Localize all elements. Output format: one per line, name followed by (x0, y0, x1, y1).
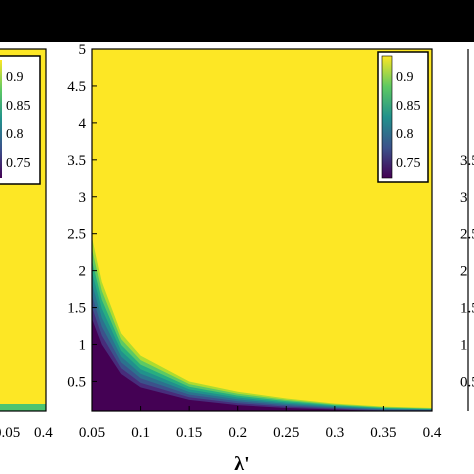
right-y-tick-label: 3.5 (460, 153, 474, 169)
left-cb-tick-0: 0.9 (6, 70, 24, 85)
left-panel-bottom-band (0, 404, 46, 411)
left-x-tick-0: 0.05 (0, 425, 20, 441)
right-y-tick-label: 3 (460, 190, 468, 206)
right-y-tick-label: 1 (460, 338, 468, 354)
heatmap-band (92, 318, 432, 411)
x-tick-label: 0.4 (423, 425, 442, 441)
y-tick-label: 2 (79, 264, 87, 280)
right-y-tick-label: 2 (460, 264, 468, 280)
center-title: CNN (228, 16, 287, 47)
y-tick-label: 4.5 (67, 79, 86, 95)
x-tick-label: 0.15 (176, 425, 202, 441)
y-tick-label: 1 (79, 338, 87, 354)
left-cb-tick-3: 0.75 (6, 156, 31, 171)
center-cb-tick-1: 0.85 (396, 99, 421, 114)
x-tick-label: 0.2 (228, 425, 247, 441)
left-cb-tick-1: 0.85 (6, 99, 31, 114)
right-y-tick-label: 1.5 (460, 301, 474, 317)
x-axis-label: λ' (234, 453, 249, 474)
center-cb-tick-2: 0.8 (396, 127, 414, 142)
left-colorbar: 0.9 0.85 0.8 0.75 (0, 55, 41, 185)
y-tick-label: 0.5 (67, 374, 86, 390)
left-colorbar-box (0, 55, 41, 185)
y-tick-label: 1.5 (67, 301, 86, 317)
x-tick-label: 0.3 (325, 425, 344, 441)
heatmap-field (92, 49, 432, 411)
y-tick-label: 5 (79, 42, 87, 58)
y-tick-label: 3.5 (67, 153, 86, 169)
center-cb-tick-0: 0.9 (396, 70, 414, 85)
right-y-tick-label: 2.5 (460, 227, 474, 243)
center-cb-tick-3: 0.75 (396, 156, 421, 171)
right-panel: 0.5 1 1.5 2 2.5 3 3.5 (460, 49, 474, 411)
x-tick-label: 0.05 (79, 425, 105, 441)
y-tick-label: 2.5 (67, 227, 86, 243)
y-tick-label: 3 (79, 190, 87, 206)
center-panel: CNN 0.05 0.1 0.15 0.2 0.25 0.3 0.35 0.4 0.5 1 1.5… (67, 16, 442, 474)
x-tick-label: 0.1 (131, 425, 150, 441)
left-panel: 0.9 0.85 0.8 0.75 0.05 0.4 (0, 48, 53, 441)
y-tick-label: 4 (79, 116, 87, 132)
top-black-bar (0, 0, 474, 42)
left-panel-frame (0, 48, 47, 412)
right-y-tick-label: 0.5 (460, 374, 474, 390)
left-cb-tick-2: 0.8 (6, 127, 24, 142)
center-colorbar-ramp (381, 55, 393, 179)
x-tick-label: 0.35 (370, 425, 396, 441)
x-tick-label: 0.25 (273, 425, 299, 441)
left-x-tick-1: 0.4 (34, 425, 53, 441)
plot-frame (91, 48, 433, 412)
center-colorbar: 0.9 0.85 0.8 0.75 (377, 51, 429, 183)
left-colorbar-ramp (0, 60, 2, 178)
